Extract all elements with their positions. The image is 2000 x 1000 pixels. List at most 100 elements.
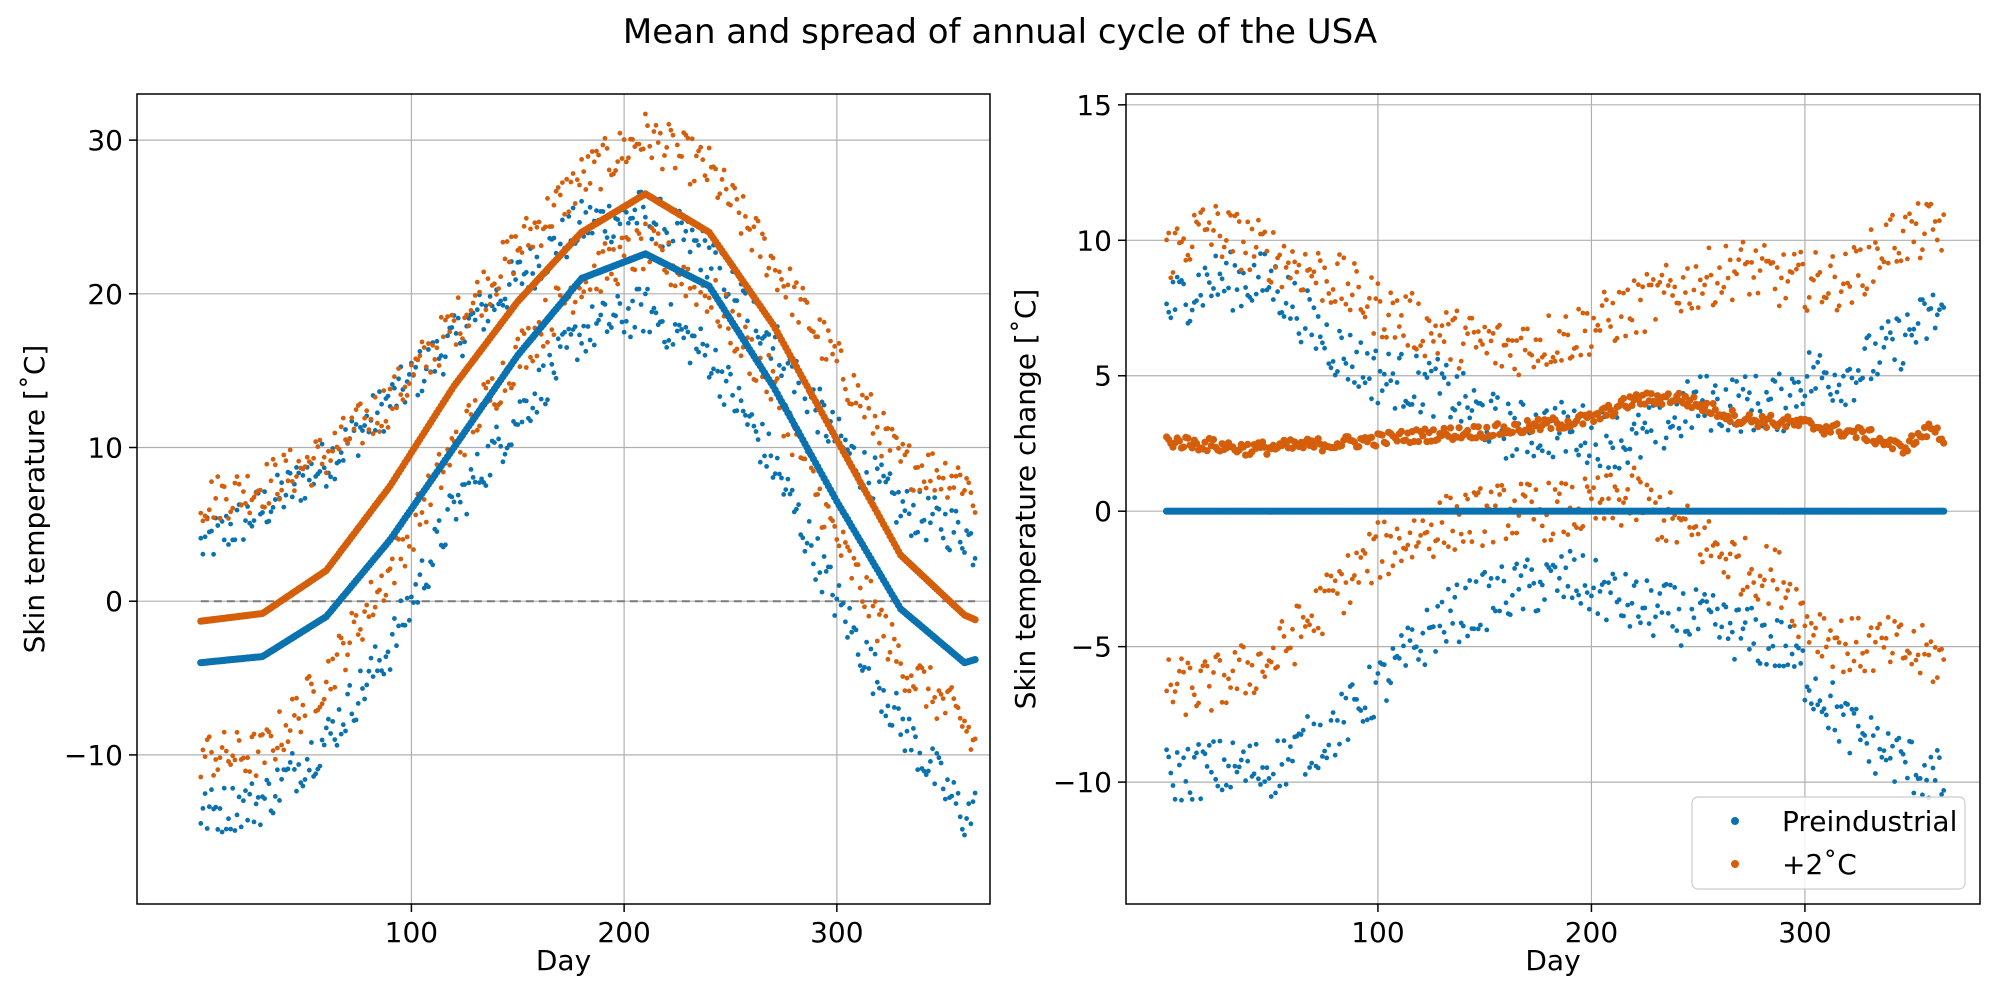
data-point — [1196, 221, 1201, 227]
data-point — [1443, 639, 1449, 644]
data-point — [360, 637, 365, 642]
axes-frame — [136, 93, 991, 905]
data-point — [600, 142, 606, 148]
data-point — [668, 302, 674, 307]
data-point — [540, 343, 546, 349]
data-point — [1181, 669, 1186, 675]
data-point — [1885, 614, 1891, 620]
data-point — [1851, 711, 1857, 716]
data-point — [1244, 440, 1252, 448]
data-point — [1868, 227, 1874, 233]
data-point — [1164, 301, 1169, 307]
data-point — [1843, 402, 1848, 408]
data-point — [1676, 606, 1682, 612]
data-point — [1817, 270, 1823, 275]
data-point — [577, 220, 582, 225]
data-point — [562, 329, 567, 335]
data-point — [1883, 335, 1889, 341]
data-point — [517, 364, 523, 370]
data-point — [347, 683, 353, 688]
data-point — [1636, 282, 1641, 288]
data-point — [1450, 621, 1456, 626]
data-point — [504, 239, 510, 244]
data-point — [1695, 305, 1701, 310]
data-point — [1928, 306, 1934, 311]
data-point — [928, 759, 933, 764]
data-point — [579, 294, 584, 300]
data-point — [1256, 217, 1261, 223]
data-point — [1753, 593, 1759, 599]
data-point — [1834, 389, 1840, 395]
data-point — [764, 272, 769, 278]
data-point — [1277, 783, 1283, 789]
data-point — [477, 480, 482, 485]
data-point — [1636, 614, 1641, 619]
data-point — [1890, 650, 1895, 656]
data-point — [1486, 583, 1492, 589]
data-point — [1414, 644, 1419, 650]
data-point — [864, 470, 869, 475]
data-point — [1168, 770, 1174, 776]
data-point — [1700, 598, 1705, 604]
data-point — [1838, 618, 1844, 624]
data-point — [1512, 366, 1517, 372]
data-point — [596, 152, 601, 158]
data-point — [906, 511, 912, 517]
data-point — [336, 446, 342, 452]
data-point — [1309, 273, 1315, 279]
data-point — [1683, 516, 1688, 522]
data-point — [364, 408, 370, 414]
data-point — [1702, 413, 1707, 419]
data-point — [1529, 352, 1535, 358]
data-point — [1625, 460, 1631, 466]
data-point — [338, 635, 344, 641]
data-point — [1352, 573, 1357, 578]
data-point — [1338, 442, 1346, 450]
data-point — [477, 289, 482, 295]
data-point — [1364, 304, 1370, 310]
data-point — [1279, 310, 1285, 315]
data-point — [413, 582, 419, 587]
data-point — [923, 485, 929, 491]
data-point — [1791, 380, 1797, 385]
data-point — [1638, 455, 1643, 460]
data-point — [915, 767, 921, 773]
data-point — [698, 290, 704, 295]
data-point — [1177, 668, 1182, 674]
data-point — [1275, 664, 1280, 669]
data-point — [817, 317, 823, 322]
data-point — [1386, 571, 1391, 577]
data-point — [479, 301, 484, 307]
data-point — [672, 165, 678, 171]
data-point — [1606, 496, 1611, 502]
data-point — [753, 328, 759, 334]
data-point — [1870, 733, 1876, 738]
data-point — [1648, 588, 1654, 593]
data-point — [896, 643, 901, 649]
data-point — [1379, 334, 1385, 340]
data-point — [1510, 530, 1515, 536]
data-point — [1360, 375, 1366, 380]
data-point — [1183, 779, 1189, 784]
data-point — [515, 336, 521, 342]
data-point — [1290, 758, 1295, 764]
data-point — [843, 619, 848, 625]
data-point — [825, 504, 831, 509]
data-point — [919, 463, 925, 469]
data-point — [292, 488, 297, 494]
data-point — [1539, 523, 1545, 529]
x-tick-label: 200 — [1565, 916, 1618, 949]
data-point — [606, 246, 612, 252]
data-point — [521, 223, 527, 229]
data-point — [481, 327, 487, 332]
data-point — [1907, 211, 1912, 217]
data-point — [1172, 689, 1178, 694]
data-point — [285, 739, 291, 745]
data-point — [1879, 754, 1885, 760]
data-point — [1887, 217, 1893, 223]
data-point — [560, 180, 565, 186]
data-point — [1298, 339, 1304, 345]
data-point — [1668, 278, 1673, 283]
data-point — [717, 191, 723, 197]
data-point — [1815, 702, 1821, 708]
